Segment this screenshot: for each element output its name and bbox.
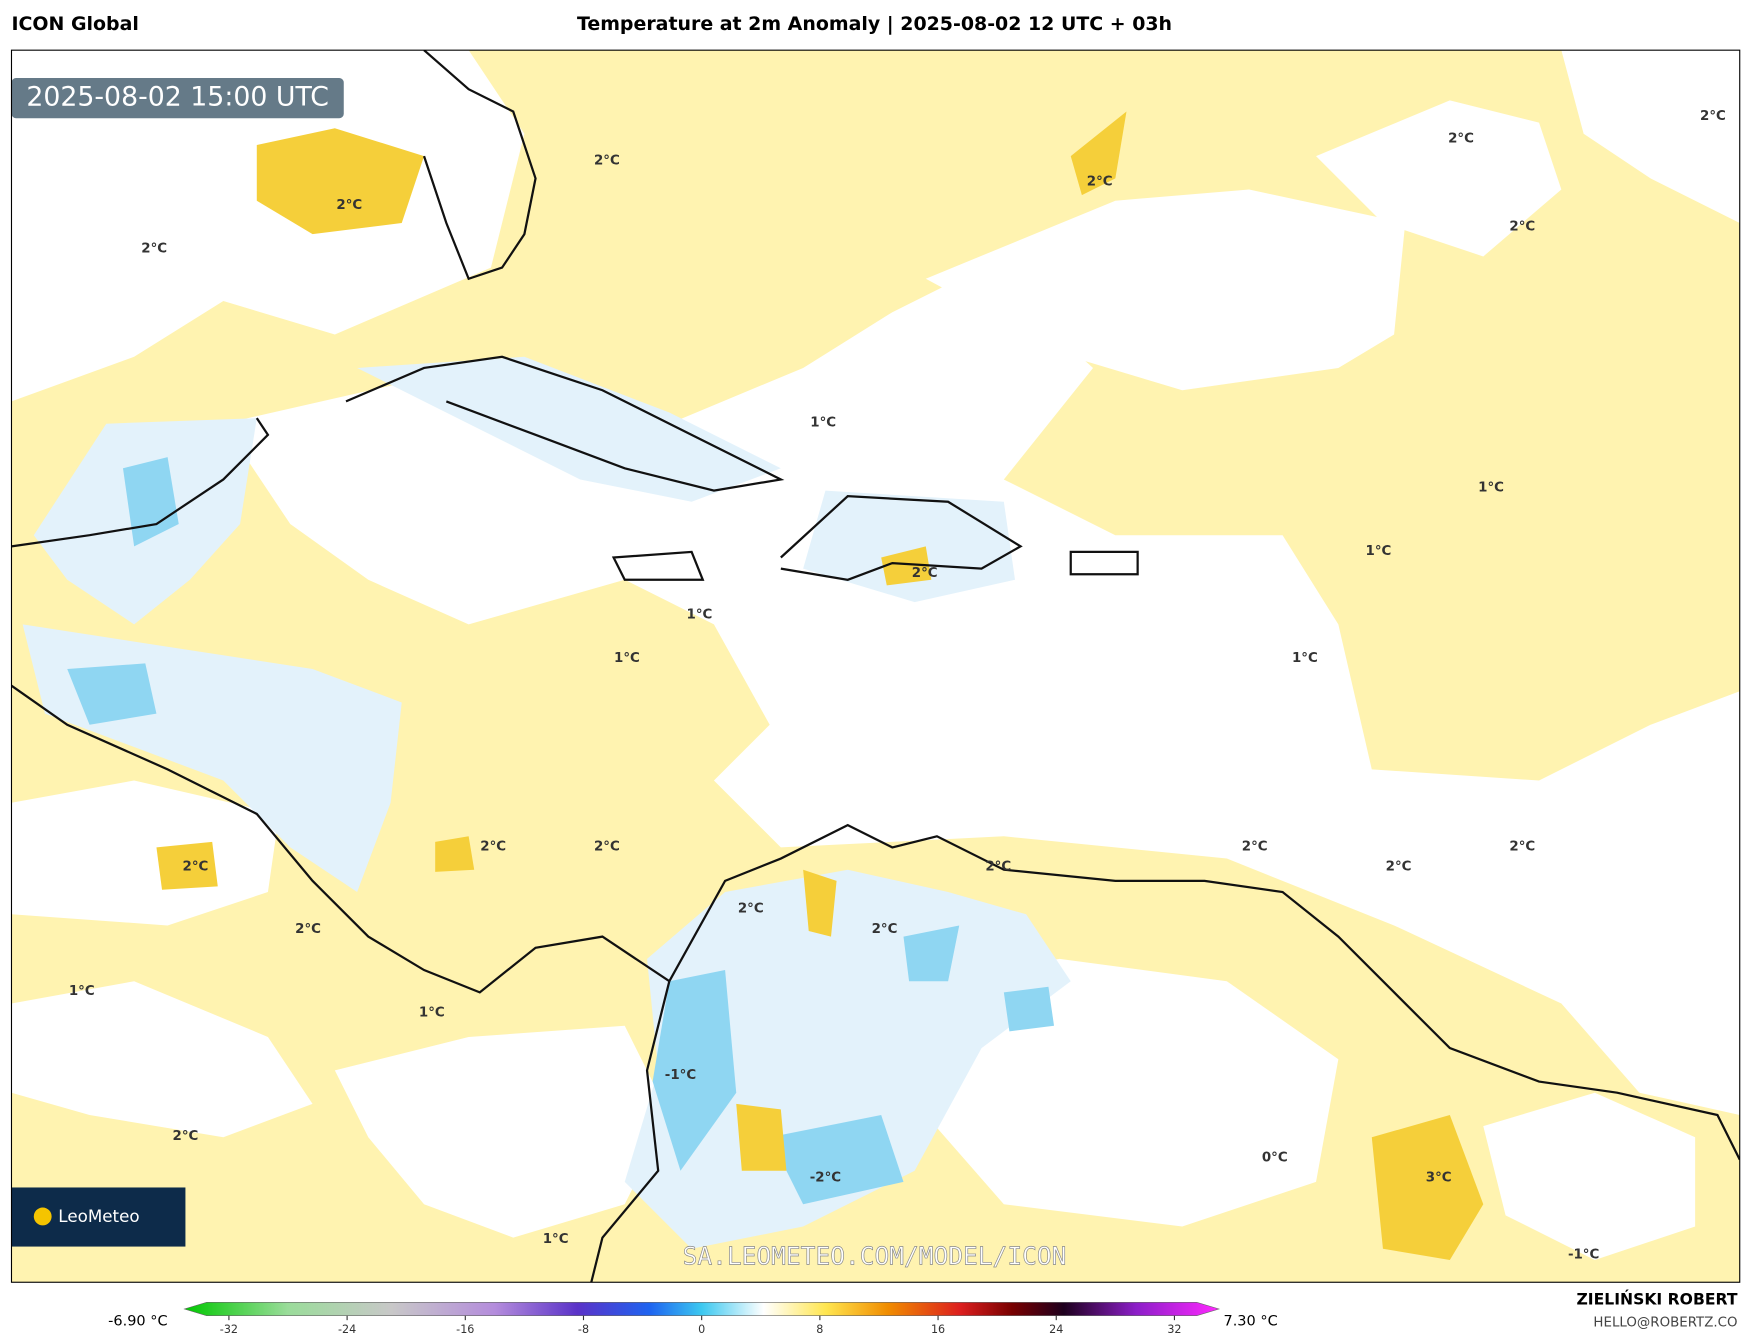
colorbar-tick-label: -16 — [456, 1323, 474, 1336]
contour-label: 2°C — [480, 839, 506, 854]
contour-label: 1°C — [543, 1232, 569, 1247]
contour-label: 1°C — [69, 984, 95, 999]
contour-label: 1°C — [810, 416, 836, 431]
colorbar — [183, 1302, 1221, 1316]
colorbar-tick-label: 0 — [698, 1323, 705, 1336]
contour-label: 1°C — [1366, 544, 1392, 559]
contour-label: -1°C — [665, 1068, 696, 1083]
contour-label: 2°C — [295, 922, 321, 937]
contour-label: 2°C — [594, 154, 620, 169]
contour-label: 2°C — [183, 859, 209, 874]
map-frame — [10, 49, 1741, 1283]
contour-label: 2°C — [738, 902, 764, 917]
colorbar-tick-label: 16 — [931, 1323, 945, 1336]
contour-label: 2°C — [985, 859, 1011, 874]
model-name: ICON Global — [11, 13, 138, 35]
contour-label: 1°C — [1478, 480, 1504, 495]
email: HELLO@ROBERTZ.CO — [1593, 1315, 1737, 1330]
contour-label: 2°C — [1509, 219, 1535, 234]
contour-label: 3°C — [1426, 1170, 1452, 1185]
contour-label: 2°C — [1386, 859, 1412, 874]
time-box — [11, 78, 344, 119]
contour-label: 2°C — [336, 198, 362, 213]
valid-time: 2025-08-02 15:00 UTC — [26, 82, 329, 113]
contour-label: 1°C — [419, 1005, 445, 1020]
contour-label: 2°C — [141, 242, 167, 257]
contour-label: 2°C — [1509, 839, 1535, 854]
contour-label: 0°C — [1262, 1150, 1288, 1165]
contour-label: -1°C — [1568, 1247, 1599, 1262]
colorbar-tick-label: -8 — [578, 1323, 589, 1336]
colorbar-tick-label: 24 — [1049, 1323, 1063, 1336]
colorbar-min: -6.90 °C — [108, 1313, 167, 1329]
contour-label: 1°C — [1292, 651, 1318, 666]
contour-label: 2°C — [872, 922, 898, 937]
colorbar-tick-label: 8 — [816, 1323, 823, 1336]
contour-label: 2°C — [594, 839, 620, 854]
contour-label: 2°C — [173, 1129, 199, 1144]
contour-label: 2°C — [1700, 109, 1726, 124]
cold-patches — [67, 457, 1055, 1205]
contour-label: 2°C — [1448, 131, 1474, 146]
author: ZIELIŃSKI ROBERT — [1576, 1290, 1737, 1309]
colorbar-tick-label: -32 — [220, 1323, 238, 1336]
contour-label: 1°C — [687, 607, 713, 622]
logo-sun — [33, 1207, 52, 1226]
logo-text: LeoMeteo — [58, 1206, 139, 1226]
contour-labels: 2°C 2°C 2°C 2°C 2°C 2°C 2°C 1°C 1°C 1°C 2°C 1°C 1°C 1… — [69, 109, 1726, 1262]
contour-label: 2°C — [1087, 175, 1113, 190]
contour-label: 2°C — [912, 566, 938, 581]
colorbar-tick-label: 32 — [1167, 1323, 1181, 1336]
colorbar-ticks: -32 -24 -16 -8 0 8 16 24 32 — [220, 1315, 1182, 1336]
colorbar-tick-label: -24 — [338, 1323, 356, 1336]
colorbar-max: 7.30 °C — [1223, 1313, 1277, 1329]
contour-label: 1°C — [614, 651, 640, 666]
coastlines — [11, 50, 1740, 1283]
contour-label: -2°C — [810, 1170, 841, 1185]
map: 2°C 2°C 2°C 2°C 2°C 2°C 2°C 1°C 1°C 1°C 2°C 1°C 1°C 1… — [11, 50, 1740, 1283]
watermark: SA.LEOMETEO.COM/MODEL/ICON — [683, 1242, 1067, 1271]
map-title: Temperature at 2m Anomaly | 2025-08-02 1… — [577, 13, 1172, 35]
contour-label: 2°C — [1242, 839, 1268, 854]
warm-patches — [156, 111, 1484, 1260]
